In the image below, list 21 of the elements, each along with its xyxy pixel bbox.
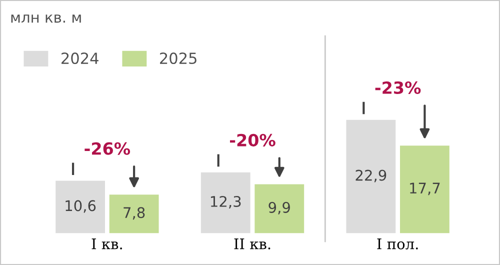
x-tick-label: I кв.: [92, 238, 122, 250]
data-label: 12,3: [210, 196, 241, 208]
legend-label: 2025: [160, 52, 196, 64]
bar: [254, 184, 304, 234]
data-label: 9,9: [268, 202, 290, 214]
annotation: -26%: [84, 142, 130, 155]
bar: [56, 180, 106, 234]
x-tick-label: I пол.: [377, 238, 418, 250]
data-label: 22,9: [356, 170, 386, 182]
chart-title: млн кв. м: [11, 14, 81, 23]
legend-label: 2024: [62, 52, 98, 64]
bar: [346, 120, 396, 234]
x-tick-label: II кв.: [234, 238, 270, 250]
data-label: 7,8: [124, 207, 145, 220]
annotation: -23%: [375, 81, 421, 94]
bar: [109, 194, 159, 234]
annotation: -20%: [230, 134, 276, 146]
data-label: 10,6: [66, 200, 96, 213]
bar: [200, 172, 250, 234]
data-label: 17,7: [410, 182, 440, 196]
bar: [400, 146, 450, 234]
